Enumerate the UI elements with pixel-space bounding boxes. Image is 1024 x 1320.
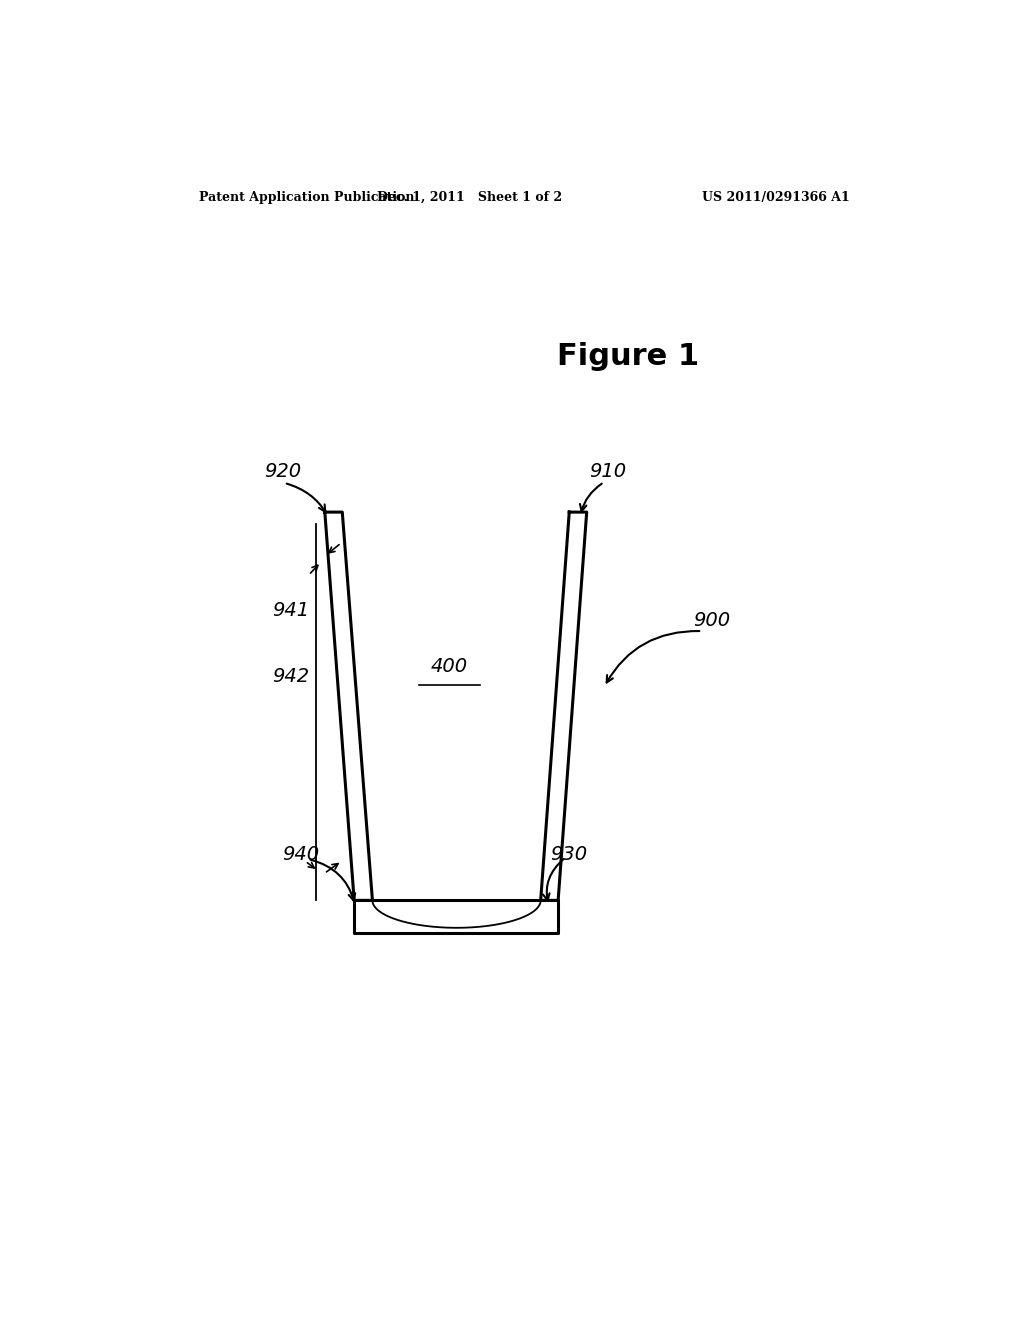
Text: 900: 900 xyxy=(692,611,730,631)
Text: Figure 1: Figure 1 xyxy=(557,342,699,371)
Text: 910: 910 xyxy=(590,462,627,480)
Text: 941: 941 xyxy=(272,601,309,620)
Text: 920: 920 xyxy=(264,462,301,480)
Text: 942: 942 xyxy=(272,668,309,686)
Text: 940: 940 xyxy=(283,845,319,865)
Polygon shape xyxy=(541,512,587,900)
Text: Dec. 1, 2011   Sheet 1 of 2: Dec. 1, 2011 Sheet 1 of 2 xyxy=(377,190,562,203)
Text: 400: 400 xyxy=(431,657,468,676)
Text: US 2011/0291366 A1: US 2011/0291366 A1 xyxy=(702,190,850,203)
Text: 930: 930 xyxy=(550,845,587,865)
Text: Patent Application Publication: Patent Application Publication xyxy=(200,190,415,203)
Polygon shape xyxy=(325,512,373,900)
Polygon shape xyxy=(354,900,558,933)
